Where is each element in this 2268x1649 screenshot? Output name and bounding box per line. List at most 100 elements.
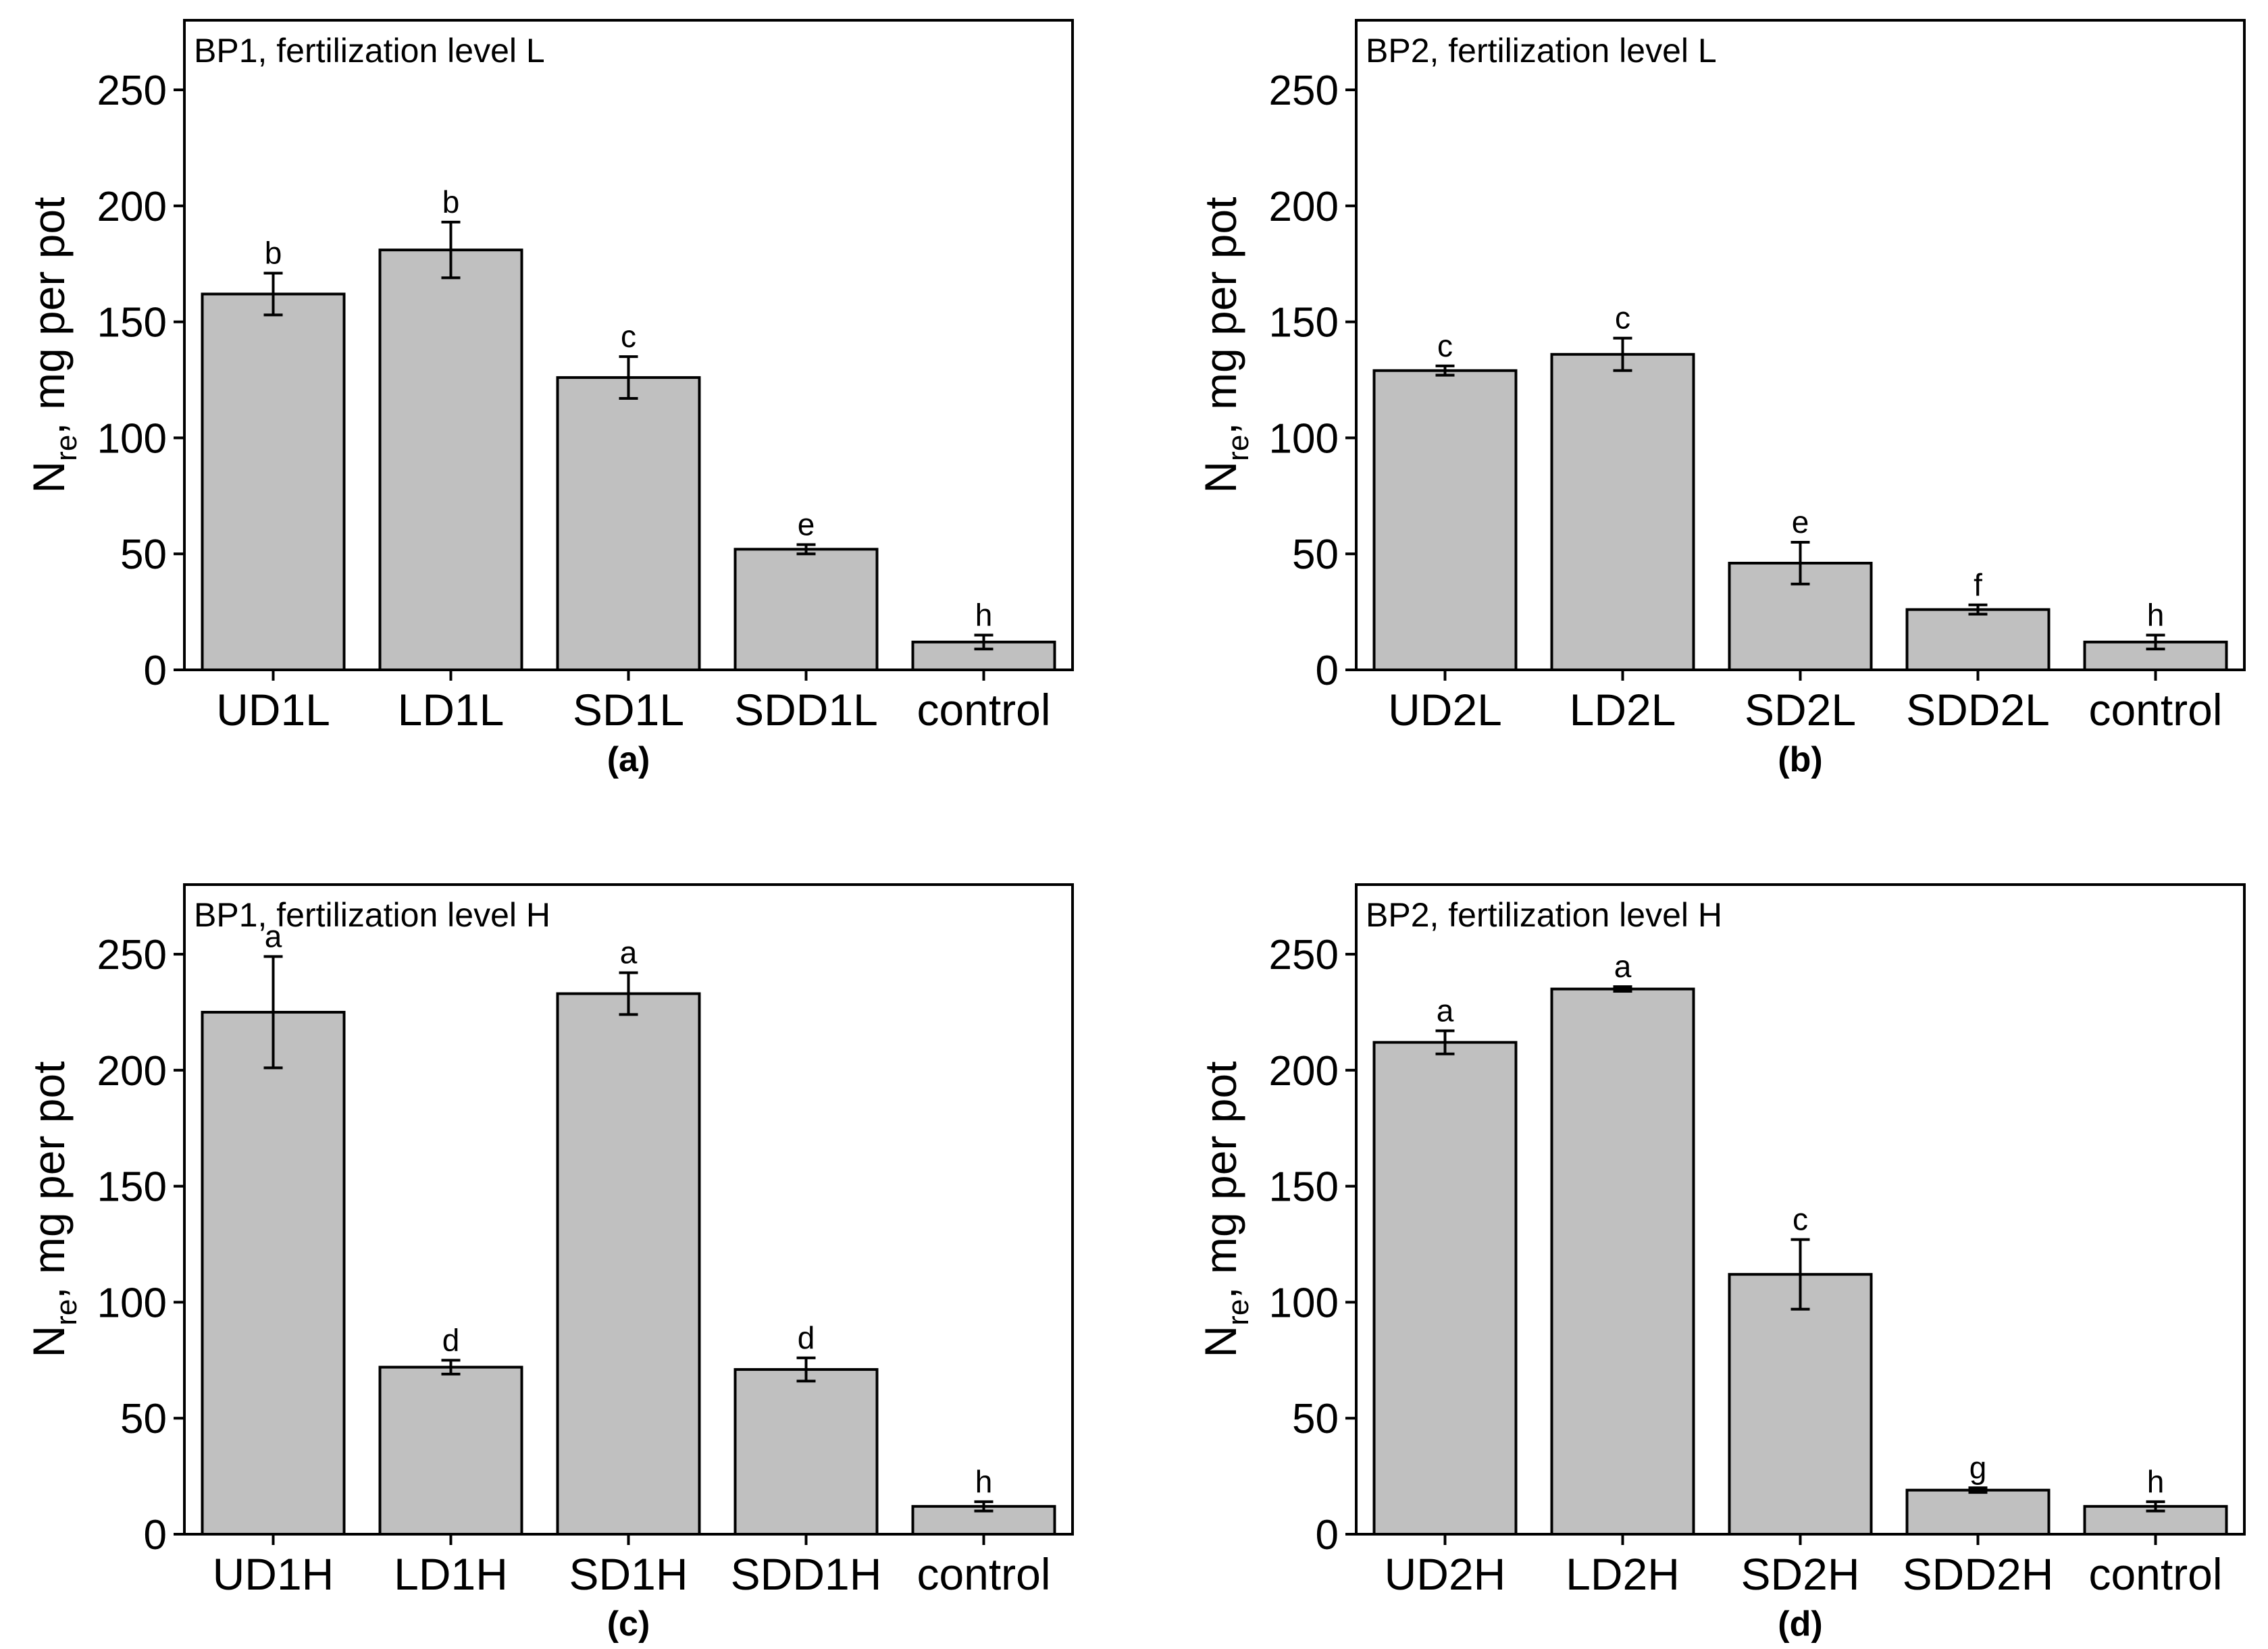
significance-letter: a [1614, 949, 1632, 984]
y-tick-label: 200 [97, 1048, 167, 1095]
chart-title: BP1, fertilization level H [194, 896, 550, 934]
y-tick-label: 250 [97, 68, 167, 114]
x-tick-label: LD1L [398, 685, 505, 735]
y-tick-label: 0 [1316, 1512, 1339, 1559]
significance-letter: h [2147, 1464, 2165, 1499]
chart-title: BP1, fertilization level L [194, 32, 545, 70]
y-tick-label: 150 [97, 1164, 167, 1211]
chart-title: BP2, fertilization level L [1366, 32, 1717, 70]
chart-panel-1: 0 50 100 150 200 250 Nre, mg per pot BP1, ferti… [24, 19, 1074, 779]
y-axis-label-sub: re [50, 1299, 83, 1326]
y-tick-label: 150 [1269, 300, 1339, 346]
y-axis-label-main: N [1195, 1326, 1245, 1358]
x-tick-label: SDD2L [1906, 685, 2050, 735]
significance-letter: d [442, 1322, 460, 1357]
y-axis-label-main: N [1195, 461, 1245, 494]
bar-LD2H [1550, 987, 1695, 1536]
y-tick-label: 50 [1292, 531, 1339, 578]
significance-letter: g [1969, 1450, 1987, 1485]
y-axis-label: Nre, mg per pot [24, 197, 83, 494]
y-axis-label-sub: re [1222, 1299, 1255, 1326]
y-tick-label: 150 [97, 300, 167, 346]
y-axis-label-sub: re [1222, 435, 1255, 461]
x-tick-label: control [917, 685, 1050, 735]
x-tick-label: SD1H [569, 1549, 688, 1599]
bar-SD2H [1728, 1273, 1873, 1536]
y-tick-label: 50 [1292, 1396, 1339, 1442]
y-tick-label: 100 [97, 415, 167, 462]
chart-panel-3: 0 50 100 150 200 250 Nre, mg per pot BP1, ferti… [24, 883, 1074, 1644]
y-tick-label: 200 [1269, 1048, 1339, 1095]
x-tick-label: SD1L [573, 685, 684, 735]
y-axis-label: Nre, mg per pot [24, 1062, 83, 1358]
y-axis-label-main: N [24, 1326, 74, 1358]
significance-letter: c [1793, 1202, 1808, 1237]
y-tick-label: 50 [120, 1396, 167, 1442]
x-tick-label: UD2L [1388, 685, 1502, 735]
chart-panel-4: 0 50 100 150 200 250 Nre, mg per pot BP2, ferti… [1195, 883, 2246, 1644]
significance-letter: d [798, 1320, 815, 1355]
significance-letter: c [621, 319, 636, 354]
x-tick-label: LD2L [1570, 685, 1676, 735]
y-tick-label: 100 [97, 1280, 167, 1326]
x-tick-label: UD1L [216, 685, 330, 735]
chart-title: BP2, fertilization level H [1366, 896, 1722, 934]
x-tick-label: control [917, 1549, 1050, 1599]
bar-SDD1L [733, 548, 879, 671]
significance-letter: h [2147, 597, 2165, 632]
significance-letter: c [1615, 300, 1630, 336]
bar-SDD1H [733, 1368, 879, 1536]
y-tick-label: 150 [1269, 1164, 1339, 1211]
bar-UD1H [201, 1010, 346, 1536]
y-axis-label-main: N [24, 461, 74, 494]
y-tick-label: 250 [97, 932, 167, 978]
y-tick-label: 0 [144, 648, 167, 694]
significance-letter: f [1974, 567, 1982, 602]
bar-LD1H [378, 1365, 523, 1536]
x-tick-label: UD1H [213, 1549, 334, 1599]
y-tick-label: 250 [1269, 68, 1339, 114]
panel-label: (c) [607, 1604, 650, 1644]
y-axis-label: Nre, mg per pot [1195, 197, 1255, 494]
x-tick-label: SDD2H [1903, 1549, 2054, 1599]
significance-letter: e [1792, 504, 1809, 540]
x-tick-label: LD2H [1566, 1549, 1680, 1599]
y-axis-label-rest: , mg per pot [1195, 197, 1245, 435]
x-tick-label: LD1H [394, 1549, 508, 1599]
y-tick-label: 100 [1269, 1280, 1339, 1326]
significance-letter: b [265, 235, 282, 270]
panel-label: (a) [607, 740, 650, 779]
bar-SDD2L [1905, 608, 2051, 672]
y-tick-label: 50 [120, 531, 167, 578]
bar-UD2L [1372, 369, 1518, 671]
y-tick-label: 0 [144, 1512, 167, 1559]
bar-SD1L [556, 376, 701, 671]
y-axis-label-rest: , mg per pot [24, 197, 74, 435]
significance-letter: e [798, 506, 815, 542]
x-tick-label: SDD1H [731, 1549, 882, 1599]
y-tick-label: 200 [1269, 184, 1339, 230]
x-tick-label: SD2H [1741, 1549, 1859, 1599]
significance-letter: a [265, 919, 282, 954]
significance-letter: a [1437, 993, 1454, 1028]
significance-letter: b [442, 184, 460, 219]
panel-label: (b) [1778, 740, 1822, 779]
y-axis-label: Nre, mg per pot [1195, 1062, 1255, 1358]
bar-SD1H [556, 992, 701, 1536]
x-tick-label: SDD1L [734, 685, 878, 735]
bar-UD2H [1372, 1041, 1518, 1536]
bar-LD2L [1550, 352, 1695, 671]
x-tick-label: control [2088, 1549, 2222, 1599]
y-tick-label: 200 [97, 184, 167, 230]
significance-letter: h [975, 1464, 993, 1499]
y-axis-label-rest: , mg per pot [1195, 1062, 1245, 1299]
x-tick-label: SD2L [1745, 685, 1856, 735]
significance-letter: c [1437, 328, 1453, 363]
y-axis-label-rest: , mg per pot [24, 1062, 74, 1299]
significance-letter: h [975, 597, 993, 632]
bar-LD1L [378, 248, 523, 671]
y-tick-label: 0 [1316, 648, 1339, 694]
bar-UD1L [201, 292, 346, 671]
bar-SDD2H [1905, 1488, 2051, 1536]
